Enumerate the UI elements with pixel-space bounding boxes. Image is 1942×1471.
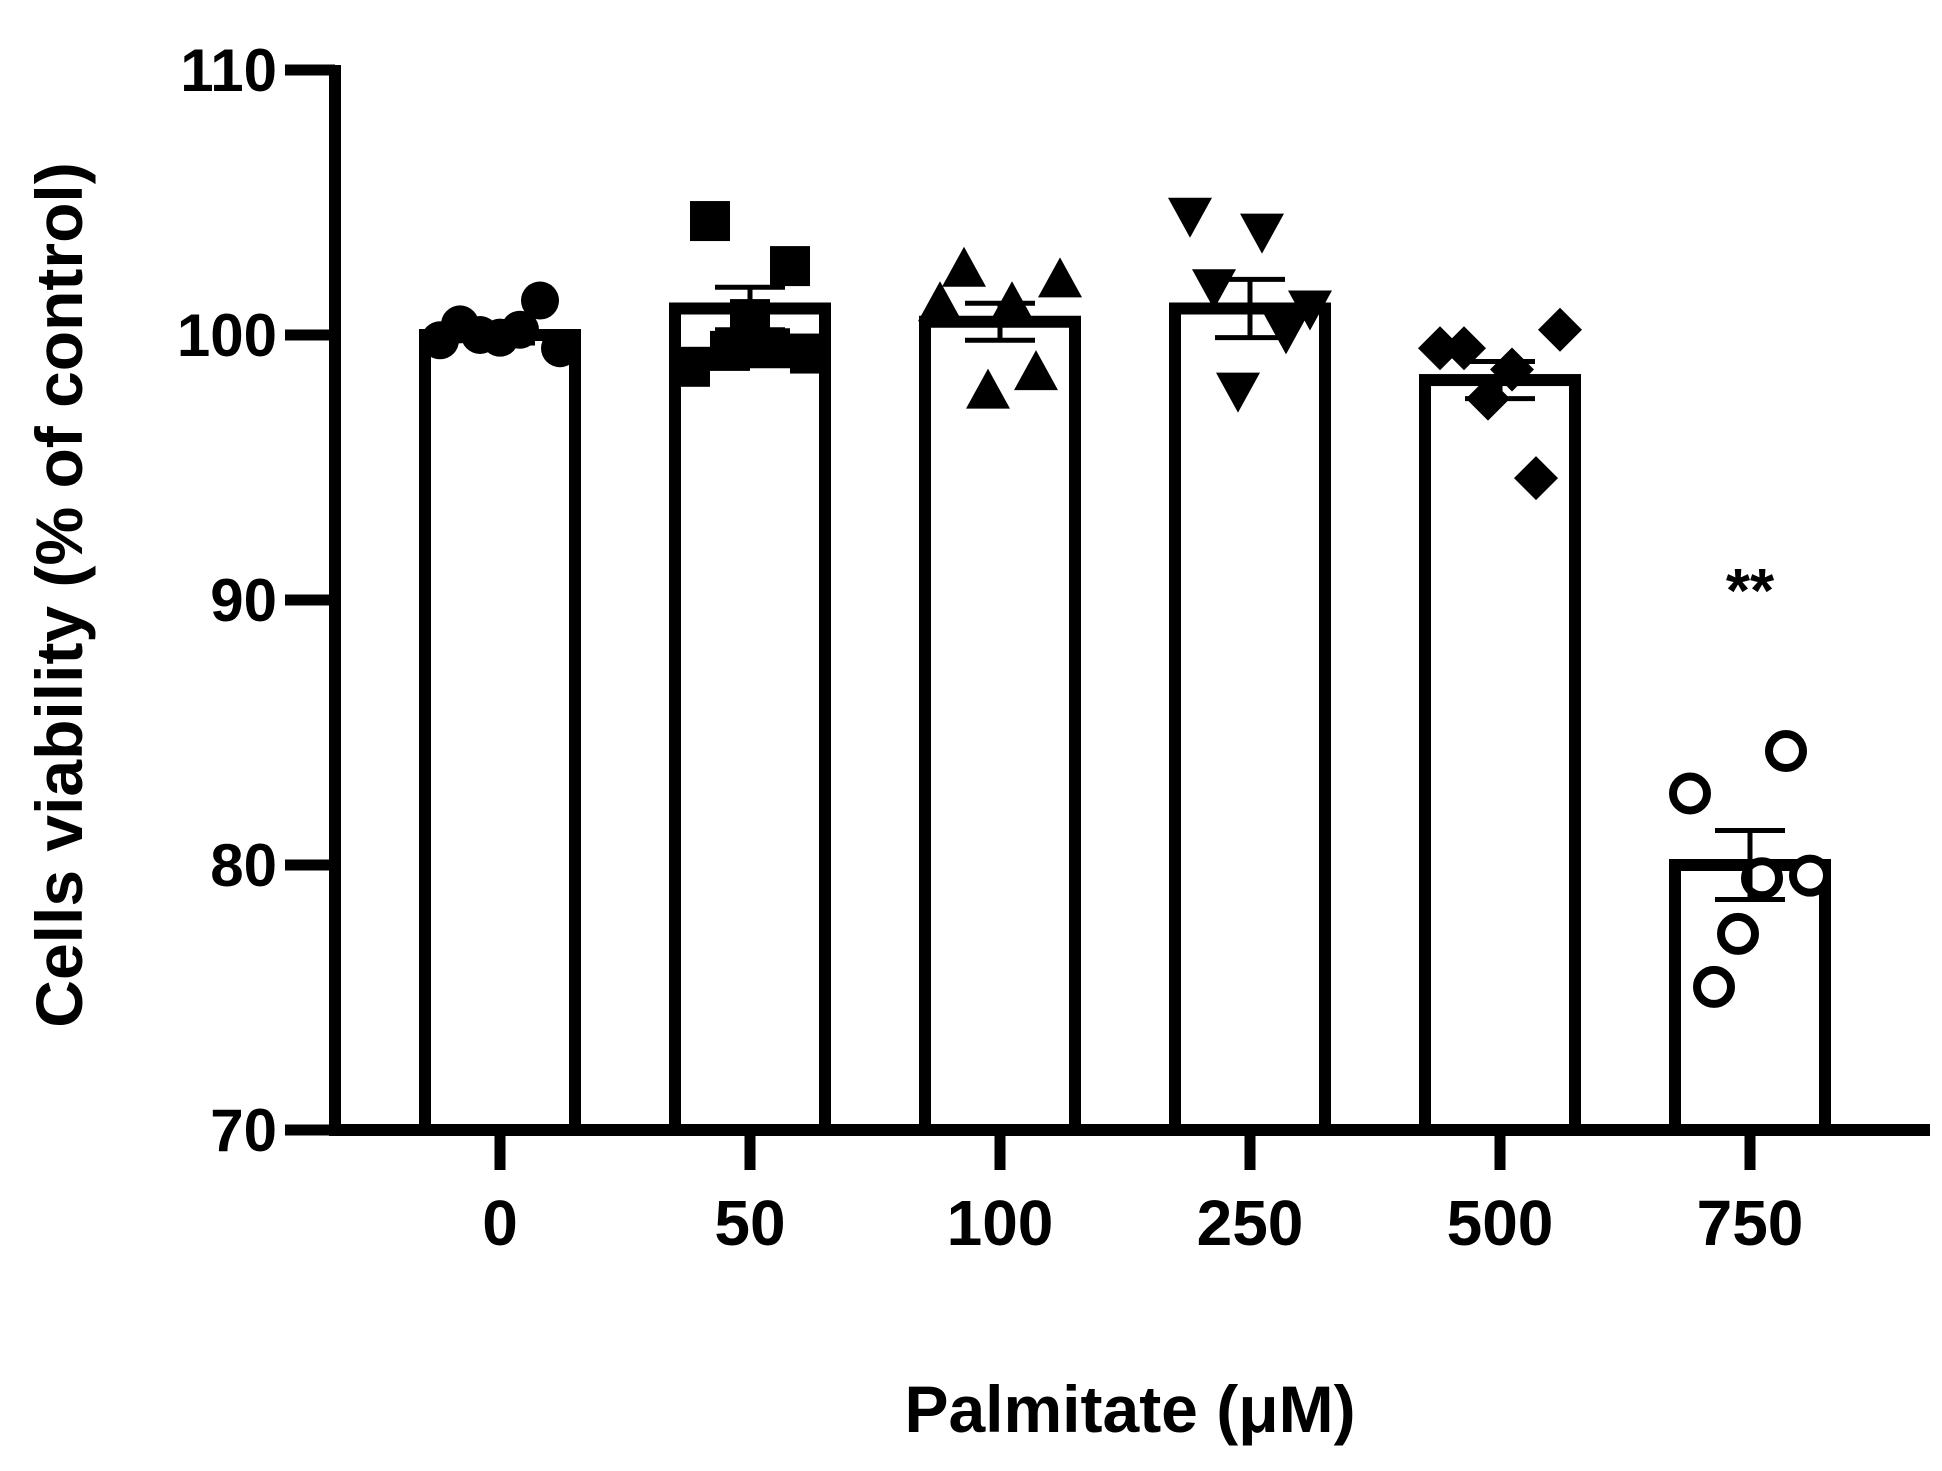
data-point-triangle-up <box>1038 257 1082 298</box>
x-tick-label: 750 <box>1697 1187 1804 1259</box>
data-point-triangle-up <box>966 368 1010 409</box>
bar <box>1169 302 1331 1136</box>
data-point-diamond <box>1538 307 1582 352</box>
significance-label: ** <box>1726 557 1775 626</box>
bar <box>419 329 581 1136</box>
data-point-circle <box>521 281 559 320</box>
data-point-circle <box>541 329 579 368</box>
x-axis-ticks: 0 50 100 250 500 750 <box>482 1130 1803 1259</box>
data-point-circle <box>501 310 539 349</box>
y-tick-label: 80 <box>210 832 277 899</box>
data-point-triangle-down <box>1264 314 1308 355</box>
data-point-open-circle <box>1741 857 1783 900</box>
data-points <box>421 197 1831 1008</box>
data-point-open-circle <box>1789 854 1831 897</box>
bar <box>1419 374 1581 1136</box>
error-bars <box>465 276 1785 902</box>
data-point-open-circle <box>1765 730 1807 773</box>
data-point-triangle-up <box>942 246 986 287</box>
data-point-open-circle <box>1669 772 1711 815</box>
data-point-square <box>770 246 810 287</box>
data-point-open-circle <box>1717 912 1759 955</box>
annotations: ** <box>1726 557 1775 626</box>
bar <box>919 315 1081 1136</box>
data-point-triangle-down <box>1288 290 1332 331</box>
x-tick-label: 100 <box>947 1187 1054 1259</box>
data-point-triangle-up <box>918 281 962 322</box>
data-point-open-circle <box>1693 965 1735 1008</box>
bar <box>669 302 831 1136</box>
data-point-square <box>690 201 730 242</box>
x-axis-title: Palmitate (μM) <box>904 1372 1355 1446</box>
x-tick-label: 0 <box>482 1187 518 1259</box>
x-tick-label: 250 <box>1197 1187 1304 1259</box>
data-point-triangle-up <box>1014 350 1058 391</box>
y-axis-ticks: 70 80 90 100 110 <box>177 37 335 1164</box>
y-tick-label: 70 <box>210 1097 277 1164</box>
data-point-triangle-down <box>1240 213 1284 254</box>
data-point-square <box>750 328 790 369</box>
y-axis-title: Cells viability (% of control) <box>22 162 96 1027</box>
data-point-triangle-down <box>1216 372 1260 413</box>
x-tick-label: 500 <box>1447 1187 1554 1259</box>
data-point-square <box>670 346 710 387</box>
y-tick-label: 100 <box>177 302 277 369</box>
bars <box>419 302 1831 1136</box>
data-point-diamond <box>1514 456 1558 501</box>
x-tick-label: 50 <box>714 1187 785 1259</box>
y-tick-label: 110 <box>180 37 277 104</box>
data-point-square <box>790 333 830 374</box>
data-point-diamond <box>1418 326 1462 371</box>
data-point-triangle-down <box>1168 197 1212 238</box>
axes <box>329 65 1930 1136</box>
y-tick-label: 90 <box>210 567 277 634</box>
